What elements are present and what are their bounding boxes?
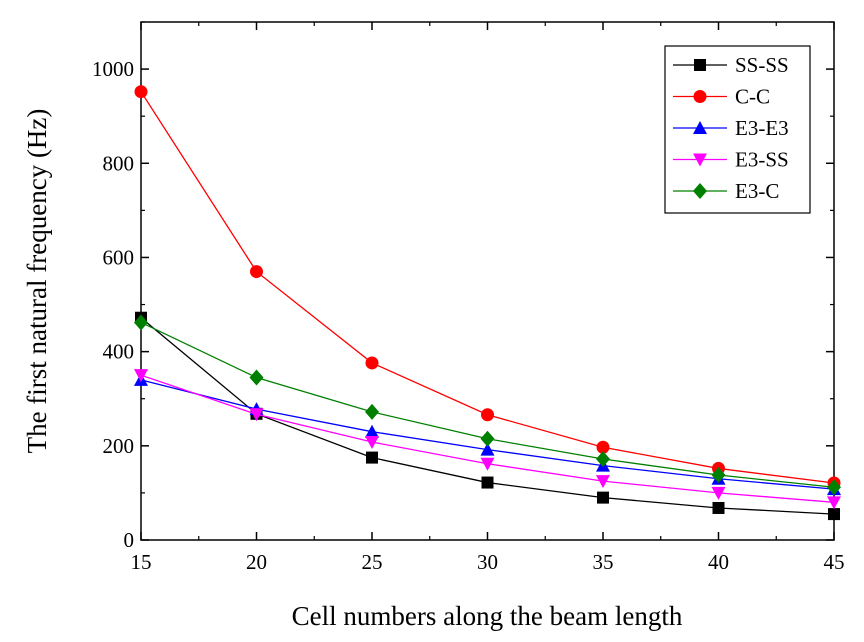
data-point-e3-ss [134,369,148,383]
data-point-c-c [481,408,494,422]
data-point-e3-c [134,314,148,331]
series-e3-c [134,314,841,496]
data-point-ss-ss [712,501,725,514]
legend-label-e3-ss: E3-SS [735,148,789,172]
data-point-c-c [250,265,263,279]
legend-label-e3-c: E3-C [735,179,779,203]
data-point-c-c [596,440,610,454]
data-point-e3-e3 [365,424,379,438]
data-point-c-c [365,356,379,370]
data-point-ss-ss [366,451,378,464]
x-tick-label: 30 [477,550,498,574]
y-axis: 0 200 400 600 800 1000 [92,21,834,552]
data-point-ss-ss [828,508,840,521]
data-point-e3-e3 [480,442,495,456]
x-axis: 15 20 25 30 35 40 45 [131,22,845,574]
x-tick-label: 45 [824,550,845,574]
legend-marker-ss-ss [694,59,706,71]
x-tick-label: 35 [593,550,614,574]
data-point-e3-c [711,467,726,484]
data-point-e3-c [596,451,610,468]
data-point-e3-ss [711,486,726,500]
legend-marker-e3-e3 [693,121,707,134]
legend-marker-c-c [693,90,707,103]
y-tick-label: 600 [103,245,135,269]
data-point-e3-ss [249,408,264,422]
data-point-e3-ss [365,436,379,450]
x-tick-label: 15 [131,550,152,574]
legend-label-ss-ss: SS-SS [735,53,789,77]
legend-label-c-c: C-C [735,85,770,109]
legend-box [664,45,811,214]
data-point-e3-c [365,403,379,420]
series-layer [134,85,841,521]
x-tick-label: 40 [708,550,729,574]
legend-label-e3-e3: E3-E3 [735,116,789,140]
data-point-e3-c [827,479,841,496]
legend-marker-e3-c [693,183,707,199]
y-tick-label: 800 [103,151,135,175]
x-axis-title: Cell numbers along the beam length [292,601,683,631]
y-tick-label: 200 [103,434,135,458]
series-e3-ss [134,369,841,510]
data-point-e3-c [249,369,264,386]
y-tick-label: 1000 [92,57,134,81]
x-tick-label: 20 [246,550,267,574]
x-tick-label: 25 [362,550,383,574]
y-axis-title: The first natural frequency (Hz) [22,109,52,454]
data-point-c-c [134,85,148,99]
data-point-e3-ss [596,475,610,489]
data-point-ss-ss [597,491,609,504]
legend-marker-e3-ss [693,153,707,167]
legend: SS-SS C-C E3-E3 E3-SS E3-C [664,45,811,214]
data-point-ss-ss [481,476,494,489]
data-point-e3-ss [480,457,495,471]
data-point-e3-c [480,430,495,447]
y-tick-label: 0 [124,528,135,552]
y-tick-label: 400 [103,340,135,364]
data-point-e3-ss [827,496,841,510]
